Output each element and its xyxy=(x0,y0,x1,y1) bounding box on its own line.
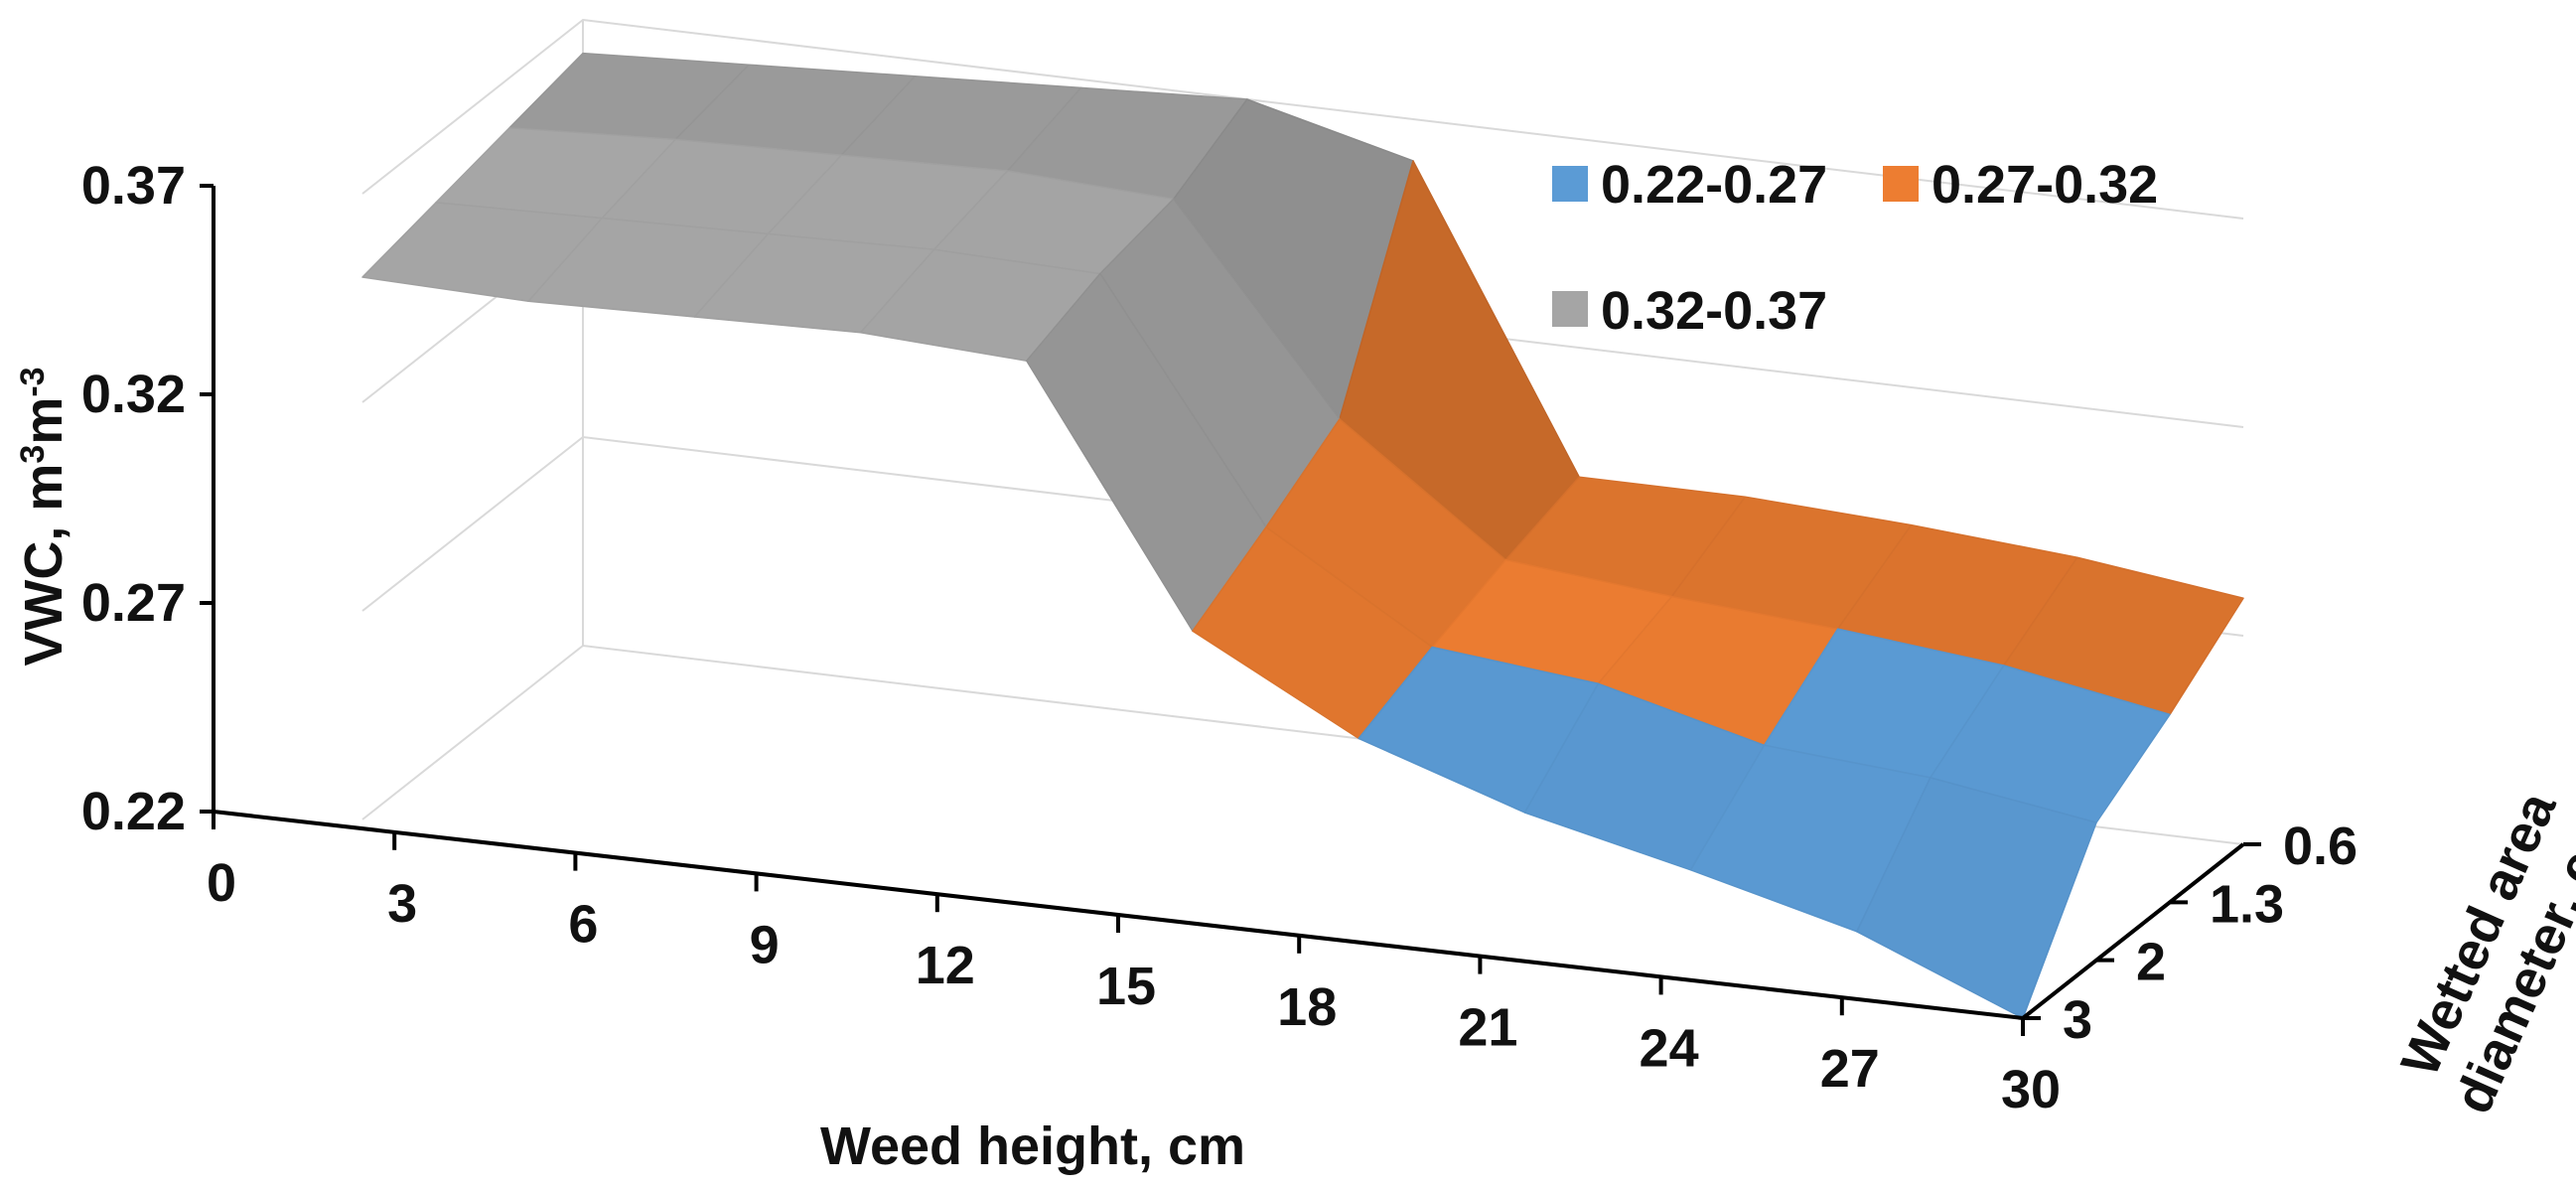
x-tick-label: 30 xyxy=(2001,1060,2061,1119)
x-tick-label: 6 xyxy=(568,895,598,955)
x-axis-title: Weed height, cm xyxy=(820,1116,1245,1176)
x-tick-label: 15 xyxy=(1096,957,1156,1016)
y-axis-title: VWC, m3m-3 xyxy=(14,367,73,666)
x-tick-label: 0 xyxy=(207,853,236,913)
x-tick-label: 27 xyxy=(1820,1039,1880,1099)
depth-axis-line xyxy=(2021,842,2245,1020)
x-tick-label: 9 xyxy=(750,915,780,974)
legend-label-orange: 0.27-0.32 xyxy=(1932,155,2158,215)
tick-labels: 0 3 6 9 12 15 18 21 24 27 30 0.22 0.27 0.32 0.37 0.61.3… xyxy=(81,156,2358,1119)
depth-tick-label: 1.3 xyxy=(2210,874,2284,934)
x-tick-label: 12 xyxy=(916,936,975,995)
axes xyxy=(200,184,2261,1036)
y-tick-label: 0.27 xyxy=(81,573,186,633)
surface-plot xyxy=(361,52,2244,1019)
depth-tick-label: 2 xyxy=(2136,933,2166,992)
legend-label-blue: 0.22-0.27 xyxy=(1601,155,1827,215)
y-tick-label: 0.32 xyxy=(81,365,186,424)
x-tick-label: 18 xyxy=(1277,977,1337,1037)
y-tick-label: 0.22 xyxy=(81,782,186,841)
legend-swatch-blue xyxy=(1552,166,1588,202)
y-axis-title-mid: m xyxy=(14,397,73,445)
x-tick-label: 3 xyxy=(387,874,417,934)
legend-swatch-orange xyxy=(1883,166,1919,202)
legend: 0.22-0.27 0.27-0.32 0.32-0.37 xyxy=(1552,155,2158,341)
depth-tick-label: 3 xyxy=(2063,990,2092,1050)
x-tick-label: 24 xyxy=(1640,1018,1699,1078)
y-axis-title-sup2: -3 xyxy=(14,367,52,396)
depth-axis-title: Wetted area diameter, cm xyxy=(2390,783,2576,1122)
legend-label-gray: 0.32-0.37 xyxy=(1601,281,1827,341)
y-axis-title-sup1: 3 xyxy=(14,445,52,464)
y-tick-label: 0.37 xyxy=(81,156,186,216)
legend-swatch-gray xyxy=(1552,291,1588,327)
x-tick-label: 21 xyxy=(1458,998,1517,1058)
depth-tick-label: 0.6 xyxy=(2283,817,2358,876)
